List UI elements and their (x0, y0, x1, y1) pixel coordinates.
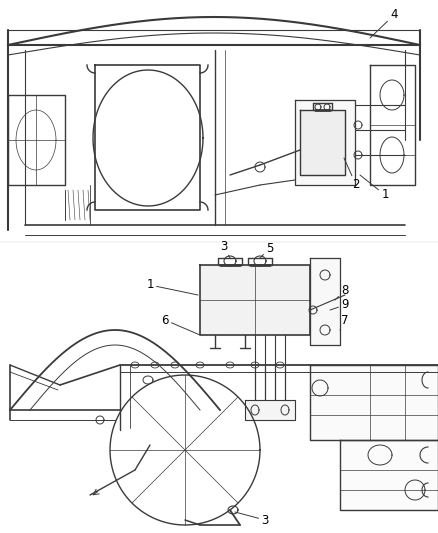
Polygon shape (340, 440, 438, 510)
Polygon shape (310, 365, 438, 440)
Text: 4: 4 (370, 9, 398, 38)
Text: 5: 5 (260, 241, 274, 258)
Text: 9: 9 (330, 298, 349, 311)
Polygon shape (295, 100, 355, 185)
Text: 3: 3 (235, 512, 268, 527)
Text: 2: 2 (344, 158, 360, 191)
Text: 3: 3 (220, 239, 230, 258)
Polygon shape (245, 400, 295, 420)
Text: 1: 1 (360, 175, 389, 201)
Text: 1: 1 (146, 279, 198, 295)
Text: 8: 8 (335, 284, 349, 300)
Text: 6: 6 (161, 313, 200, 335)
Text: 7: 7 (340, 313, 349, 330)
Polygon shape (310, 258, 340, 345)
Polygon shape (300, 110, 345, 175)
Polygon shape (200, 265, 310, 335)
